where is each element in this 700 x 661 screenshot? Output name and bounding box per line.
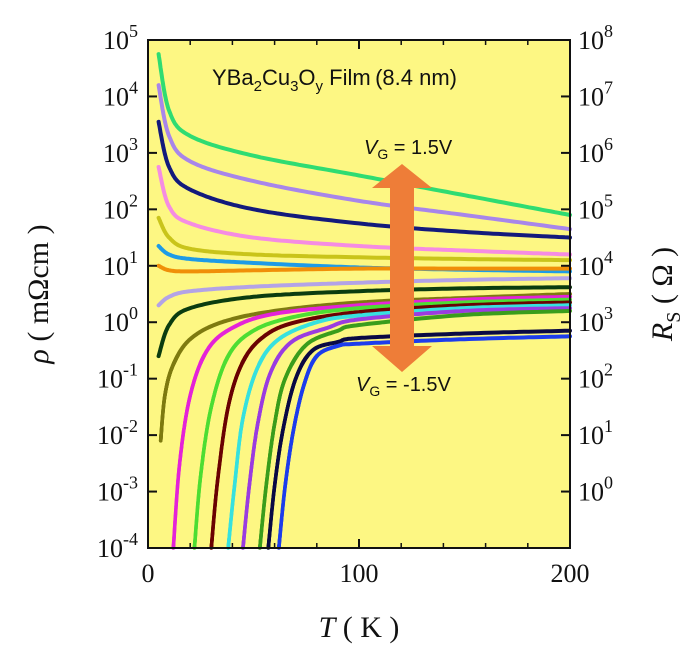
- y-left-tick-label: 10-1: [97, 360, 138, 394]
- y-right-tick-label: 104: [578, 247, 613, 281]
- y-left-tick-label: 102: [103, 190, 138, 224]
- curve-superconducting-7: [258, 308, 572, 550]
- y-left-tick-label: 100: [103, 303, 138, 337]
- y-right-tick-label: 100: [578, 473, 613, 507]
- curve-insulating-9: [156, 285, 572, 359]
- curve-superconducting-6: [241, 306, 572, 550]
- y-right-tick-label: 101: [578, 416, 613, 450]
- y-left-tick-label: 105: [103, 21, 138, 55]
- curve-superconducting-3: [192, 297, 572, 550]
- y-axis-left-label: ρ ( mΩcm ): [22, 224, 55, 364]
- x-tick-label: 200: [551, 559, 590, 588]
- curve-superconducting-5: [226, 303, 572, 550]
- curve-insulating-5: [156, 215, 572, 263]
- y-right-tick-label: 106: [578, 134, 613, 168]
- y-right-tick-label: 103: [578, 303, 613, 337]
- curves-layer: [156, 52, 572, 550]
- y-left-tick-label: 10-3: [97, 473, 138, 507]
- curve-insulating-7: [156, 263, 572, 274]
- annotation-vg-negative: VG = -1.5V: [356, 374, 451, 399]
- y-right-tick-label: 108: [578, 21, 613, 55]
- gate-voltage-arrow: [372, 164, 432, 372]
- y-left-tick-label: 10-4: [97, 529, 138, 563]
- y-left-tick-label: 104: [103, 77, 138, 111]
- y-axis-right-label: RS ( Ω ): [646, 247, 685, 342]
- plot-frame: [147, 39, 571, 549]
- curve-superconducting-9: [277, 334, 572, 550]
- y-left-tick-label: 103: [103, 134, 138, 168]
- plot-area: [148, 40, 570, 548]
- curve-superconducting-2: [171, 294, 572, 550]
- curve-insulating-8: [156, 276, 572, 308]
- ticks-layer: 0 100 200 105 104 103 102 101 100 10-1 10-2 10-3 10-…: [97, 21, 613, 588]
- y-right-tick-label: 102: [578, 360, 613, 394]
- y-left-tick-label: 101: [103, 247, 138, 281]
- curve-insulating-3: [156, 119, 572, 240]
- y-right-tick-label: 107: [578, 77, 613, 111]
- x-tick-label: 0: [142, 559, 155, 588]
- y-left-tick-label: 10-2: [97, 416, 138, 450]
- curve-superconducting-4: [209, 300, 572, 550]
- annotation-vg-positive: VG = 1.5V: [364, 137, 453, 162]
- chart-title: YBa2Cu3Oy Film (8.4 nm): [212, 65, 457, 95]
- x-axis-label: T ( K ): [319, 611, 400, 644]
- curve-insulating-4: [156, 165, 572, 257]
- x-tick-label: 100: [340, 559, 379, 588]
- y-right-tick-label: 105: [578, 190, 613, 224]
- curve-insulating-2: [156, 83, 572, 232]
- curve-insulating-1: [156, 52, 572, 217]
